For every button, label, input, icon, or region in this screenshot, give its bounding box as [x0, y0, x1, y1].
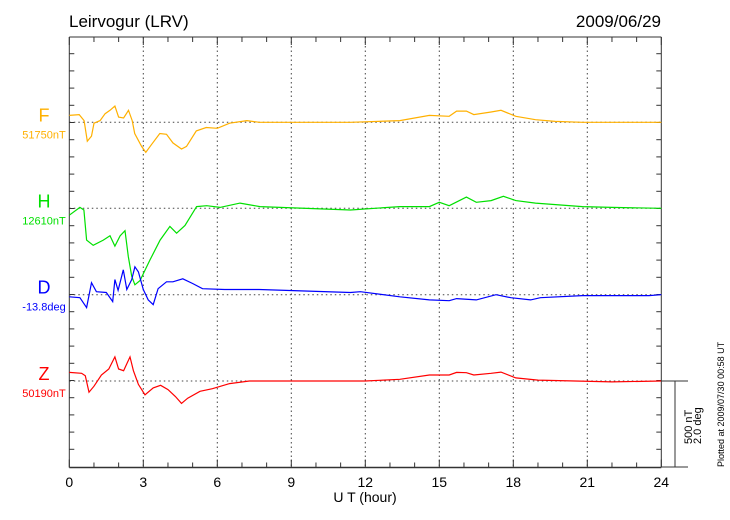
scale-nt-label: 500 nT — [683, 409, 695, 444]
series-line-f — [69, 104, 662, 154]
series-name-f: F — [39, 105, 50, 125]
grid — [69, 37, 662, 468]
x-tick-label: 24 — [654, 474, 670, 490]
series-baseline-d: -13.8deg — [22, 302, 65, 314]
series-baseline-f: 51750nT — [22, 129, 66, 141]
scale-deg-label: 2.0 deg — [692, 407, 704, 444]
series-name-z: Z — [39, 364, 50, 384]
x-tick-label: 0 — [65, 474, 73, 490]
series-baseline-h: 12610nT — [22, 215, 66, 227]
x-tick-label: 18 — [506, 474, 522, 490]
axes: 0 3 6 9 12 15 18 21 24 — [65, 36, 670, 490]
station-title: Leirvogur (LRV) — [69, 12, 189, 31]
date-label: 2009/06/29 — [576, 12, 661, 31]
x-tick-label: 21 — [580, 474, 596, 490]
series-line-d — [69, 265, 662, 310]
series-baseline-z: 50190nT — [22, 388, 66, 400]
series-line-h — [68, 195, 662, 286]
series-name-d: D — [38, 278, 51, 298]
plotted-at-label: Plotted at 2009/07/30 00:58 UT — [716, 341, 726, 467]
series-name-h: H — [38, 191, 51, 211]
scale-bar: 500 nT 2.0 deg — [661, 380, 704, 468]
series-lines — [68, 104, 662, 405]
x-axis-label: U T (hour) — [333, 489, 396, 505]
x-tick-label: 3 — [139, 474, 147, 490]
series-labels: F 51750nT H 12610nT D -13.8deg Z 50190nT — [22, 105, 66, 400]
x-tick-label: 9 — [287, 474, 295, 490]
x-tick-label: 12 — [358, 474, 374, 490]
x-tick-label: 6 — [213, 474, 221, 490]
x-tick-label: 15 — [432, 474, 448, 490]
series-line-z — [69, 355, 662, 405]
